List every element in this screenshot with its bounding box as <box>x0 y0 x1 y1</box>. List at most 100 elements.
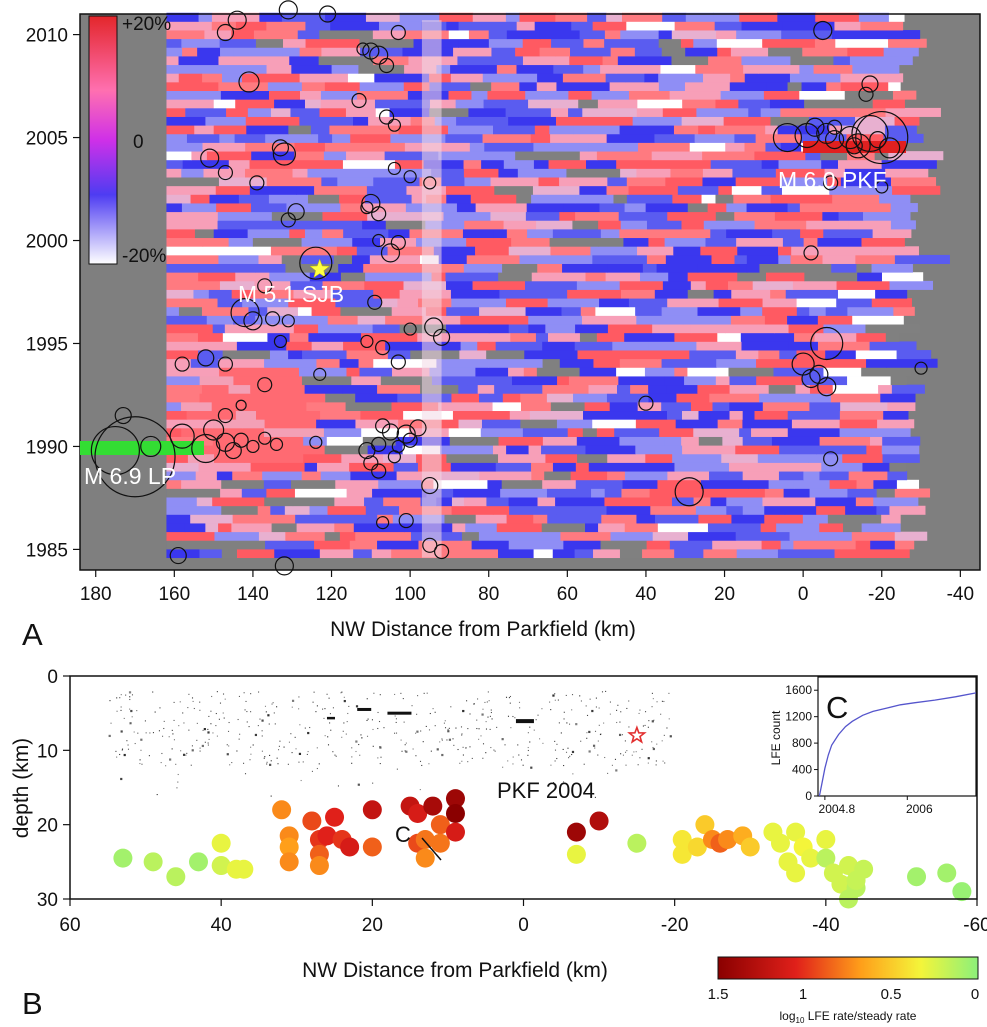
seismicity-dot <box>171 729 173 731</box>
heatmap-cell <box>701 194 716 204</box>
heatmap-cell <box>334 497 365 507</box>
seismicity-dot <box>653 719 655 721</box>
heatmap-cell <box>542 436 578 446</box>
heatmap-cell <box>380 376 433 386</box>
seismicity-dot <box>238 738 240 740</box>
seismicity-dot <box>171 748 173 750</box>
heatmap-cell <box>748 107 762 117</box>
heatmap-cell <box>774 324 790 334</box>
heatmap-cell <box>662 12 687 22</box>
heatmap-cell <box>373 358 403 368</box>
heatmap-cell <box>451 505 468 515</box>
seismicity-dot <box>246 710 248 713</box>
earthquake-circle <box>823 175 839 191</box>
heatmap-cell <box>307 168 357 178</box>
heatmap-cell <box>479 306 527 316</box>
heatmap-cell <box>516 64 554 74</box>
heatmap-cell <box>323 151 347 161</box>
heatmap-cell <box>296 185 315 195</box>
heatmap-cell <box>815 497 857 507</box>
heatmap-cell <box>598 220 622 230</box>
heatmap-cell <box>582 116 634 126</box>
heatmap-cell <box>450 142 471 152</box>
heatmap-cell <box>236 341 287 351</box>
heatmap-cell <box>505 107 552 117</box>
heatmap-cell <box>235 410 257 420</box>
heatmap-cell <box>510 332 537 342</box>
heatmap-cell <box>886 30 921 40</box>
heatmap-cell <box>796 298 837 308</box>
heatmap-cell <box>545 90 569 100</box>
heatmap-cell <box>194 228 215 239</box>
seismicity-dot <box>127 748 130 750</box>
heatmap-cell <box>491 81 520 92</box>
heatmap-cell <box>617 56 672 66</box>
seismicity-dot <box>270 795 272 797</box>
heatmap-cell <box>881 272 924 282</box>
heatmap-cell <box>782 237 805 247</box>
seismicity-dot <box>448 738 452 741</box>
seismicity-dot <box>478 728 480 730</box>
heatmap-cell <box>361 332 374 342</box>
heatmap-cell <box>839 410 884 420</box>
heatmap-cell <box>840 177 892 187</box>
heatmap-cell <box>567 289 622 299</box>
heatmap-cell <box>552 228 602 239</box>
heatmap-cell <box>762 38 816 48</box>
heatmap-cell <box>890 376 907 386</box>
seismicity-dot <box>420 730 422 732</box>
earthquake-circle <box>378 57 395 74</box>
seismicity-dot <box>631 754 633 756</box>
seismicity-dot <box>580 700 582 702</box>
heatmap-cell <box>301 237 353 247</box>
heatmap-cell <box>441 419 460 429</box>
heatmap-cell <box>887 401 916 412</box>
seismicity-dot <box>485 721 487 723</box>
heatmap-cell <box>614 427 660 437</box>
heatmap-cell <box>550 246 591 256</box>
heatmap-cell <box>372 488 427 498</box>
heatmap-cell <box>266 177 322 187</box>
seismicity-dot <box>149 732 151 734</box>
x-tick-label: 40 <box>211 915 232 936</box>
heatmap-cell <box>664 436 682 446</box>
heatmap-cell <box>568 107 583 117</box>
lfe-family-point <box>309 856 329 876</box>
heatmap-cell <box>475 367 509 377</box>
seismicity-dot <box>243 762 245 764</box>
heatmap-cell <box>626 177 666 187</box>
seismicity-dot <box>601 691 604 693</box>
seismicity-dot <box>620 753 622 755</box>
heatmap-cell <box>803 237 818 247</box>
heatmap-cell <box>291 64 333 74</box>
heatmap-cell <box>662 107 697 117</box>
heatmap-cell <box>636 514 656 524</box>
seismicity-dot <box>405 742 407 744</box>
seismicity-dot <box>446 739 448 741</box>
heatmap-cell <box>606 12 623 22</box>
earthquake-circle <box>424 317 444 337</box>
seismicity-dot <box>571 753 573 756</box>
lfe-family-point <box>786 822 806 842</box>
heatmap-cell <box>211 401 254 412</box>
heatmap-cell <box>757 453 809 463</box>
seismicity-dot <box>207 731 210 734</box>
seismicity-dot <box>489 728 491 730</box>
seismicity-dot <box>490 711 492 714</box>
heatmap-cell <box>198 12 213 22</box>
heatmap-cell <box>759 263 797 273</box>
heatmap-cell <box>575 462 590 472</box>
heatmap-cell <box>577 350 610 360</box>
heatmap-cell <box>194 341 238 351</box>
seismicity-dot <box>163 720 165 722</box>
heatmap-cell <box>760 523 777 533</box>
heatmap-cell <box>166 38 182 48</box>
seismicity-dot <box>443 722 445 724</box>
heatmap-cell <box>182 47 198 57</box>
seismicity-dot <box>226 753 229 756</box>
earthquake-circle <box>114 406 132 425</box>
heatmap-cell <box>684 81 731 92</box>
heatmap-cell <box>342 514 378 524</box>
seismicity-dot <box>586 737 588 739</box>
heatmap-cell <box>166 324 214 334</box>
